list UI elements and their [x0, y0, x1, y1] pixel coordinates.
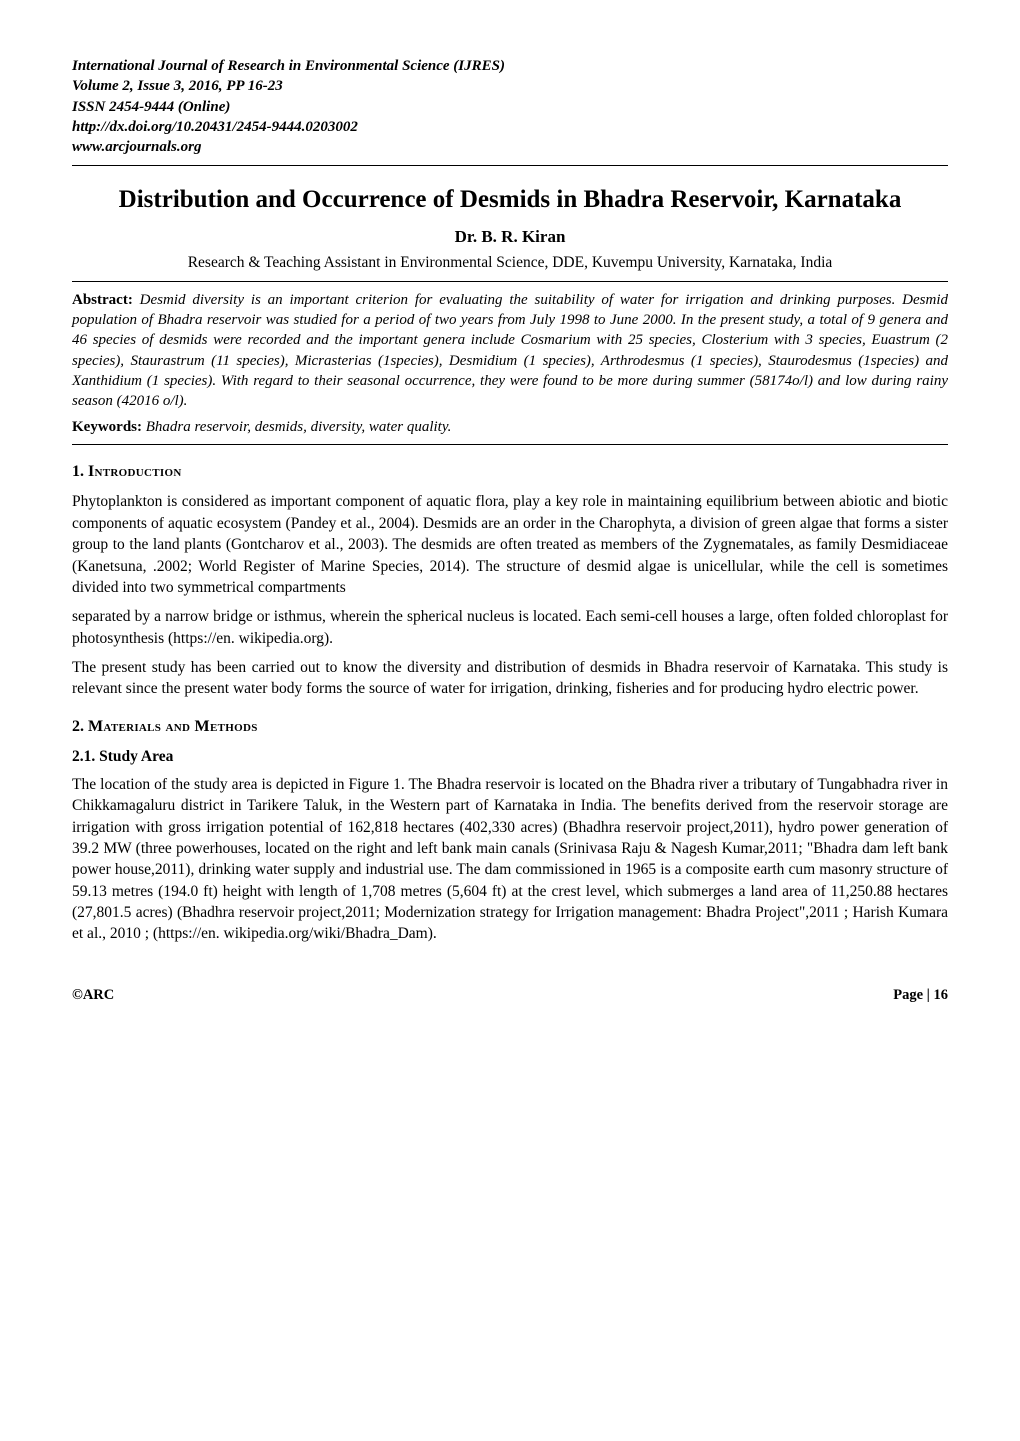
paper-title: Distribution and Occurrence of Desmids i…: [72, 184, 948, 217]
journal-url: www.arcjournals.org: [72, 137, 948, 157]
journal-name: International Journal of Research in Env…: [72, 56, 948, 76]
abstract-label: Abstract:: [72, 292, 133, 308]
journal-volume-issue: Volume 2, Issue 3, 2016, PP 16-23: [72, 76, 948, 96]
journal-doi: http://dx.doi.org/10.20431/2454-9444.020…: [72, 117, 948, 137]
keywords-body: Bhadra reservoir, desmids, diversity, wa…: [146, 419, 452, 435]
subsection-number: 2.1.: [72, 748, 95, 765]
page: International Journal of Research in Env…: [0, 0, 1020, 1044]
keywords-label: Keywords:: [72, 419, 142, 435]
journal-issn: ISSN 2454-9444 (Online): [72, 97, 948, 117]
section-number: 1.: [72, 463, 84, 480]
abstract: Abstract: Desmid diversity is an importa…: [72, 290, 948, 412]
introduction-p2: separated by a narrow bridge or isthmus,…: [72, 606, 948, 649]
subsection-study-area-heading: 2.1. Study Area: [72, 748, 948, 766]
introduction-p3: The present study has been carried out t…: [72, 657, 948, 700]
subsection-title: Study Area: [99, 748, 173, 765]
rule-before-abstract: [72, 281, 948, 282]
introduction-p1: Phytoplankton is considered as important…: [72, 491, 948, 598]
author: Dr. B. R. Kiran: [72, 227, 948, 247]
study-area-p1: The location of the study area is depict…: [72, 774, 948, 945]
section-title: Introduction: [88, 463, 182, 480]
keywords: Keywords: Bhadra reservoir, desmids, div…: [72, 419, 948, 436]
rule-after-keywords: [72, 444, 948, 445]
page-footer: ©ARC Page | 16: [72, 981, 948, 1004]
journal-header: International Journal of Research in Env…: [72, 56, 948, 157]
section-introduction-heading: 1. Introduction: [72, 463, 948, 481]
section-materials-heading: 2. Materials and Methods: [72, 718, 948, 736]
section-title: Materials and Methods: [88, 718, 258, 735]
rule-top: [72, 165, 948, 166]
abstract-body: Desmid diversity is an important criteri…: [72, 292, 948, 409]
section-number: 2.: [72, 718, 84, 735]
affiliation: Research & Teaching Assistant in Environ…: [72, 253, 948, 273]
footer-left: ©ARC: [72, 987, 114, 1004]
footer-page-number: Page | 16: [893, 987, 948, 1004]
